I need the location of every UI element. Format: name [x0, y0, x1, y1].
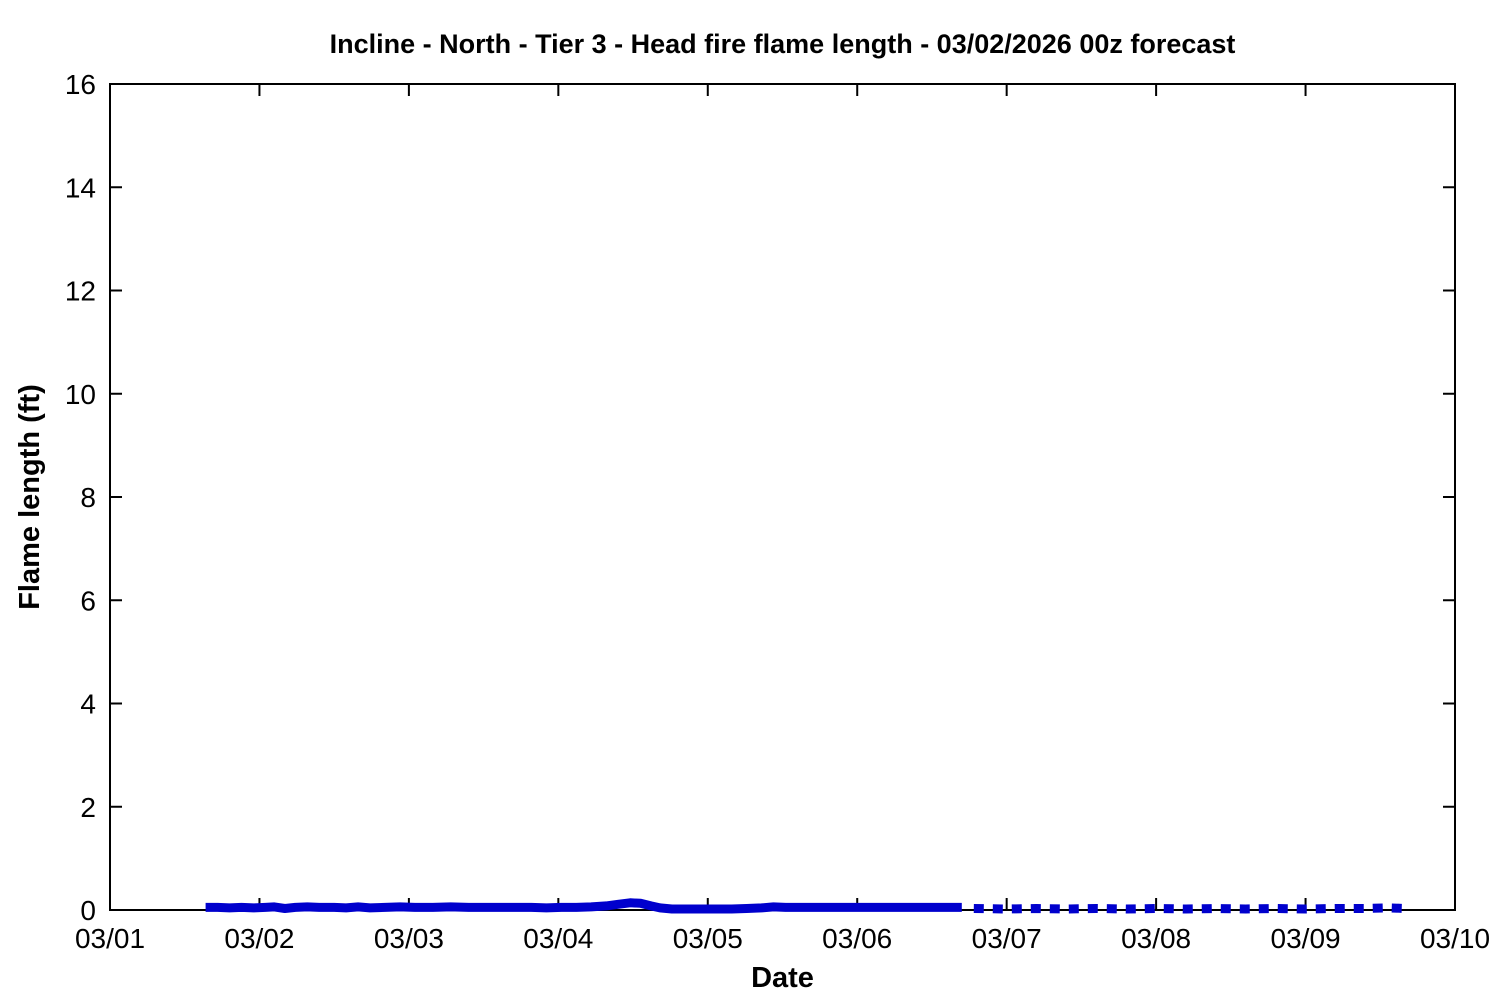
x-tick-label: 03/06: [822, 923, 892, 954]
y-tick-label: 4: [80, 689, 96, 720]
y-tick-label: 12: [65, 276, 96, 307]
x-tick-label: 03/02: [224, 923, 294, 954]
y-tick-label: 2: [80, 792, 96, 823]
x-tick-label: 03/07: [972, 923, 1042, 954]
y-tick-label: 6: [80, 585, 96, 616]
chart-title: Incline - North - Tier 3 - Head fire fla…: [329, 29, 1236, 59]
x-tick-label: 03/10: [1420, 923, 1490, 954]
y-tick-label: 10: [65, 379, 96, 410]
x-tick-label: 03/01: [75, 923, 145, 954]
x-tick-label: 03/05: [673, 923, 743, 954]
y-tick-label: 8: [80, 482, 96, 513]
y-tick-label: 0: [80, 895, 96, 926]
x-tick-label: 03/04: [523, 923, 593, 954]
x-axis-label: Date: [751, 962, 814, 994]
y-tick-label: 16: [65, 69, 96, 100]
x-tick-label: 03/08: [1121, 923, 1191, 954]
x-tick-label: 03/03: [374, 923, 444, 954]
y-tick-label: 14: [65, 172, 96, 203]
series-line-solid: [205, 898, 962, 914]
x-tick-label: 03/09: [1271, 923, 1341, 954]
series-line-dotted: [973, 903, 1408, 914]
plot-border: [109, 83, 1456, 911]
